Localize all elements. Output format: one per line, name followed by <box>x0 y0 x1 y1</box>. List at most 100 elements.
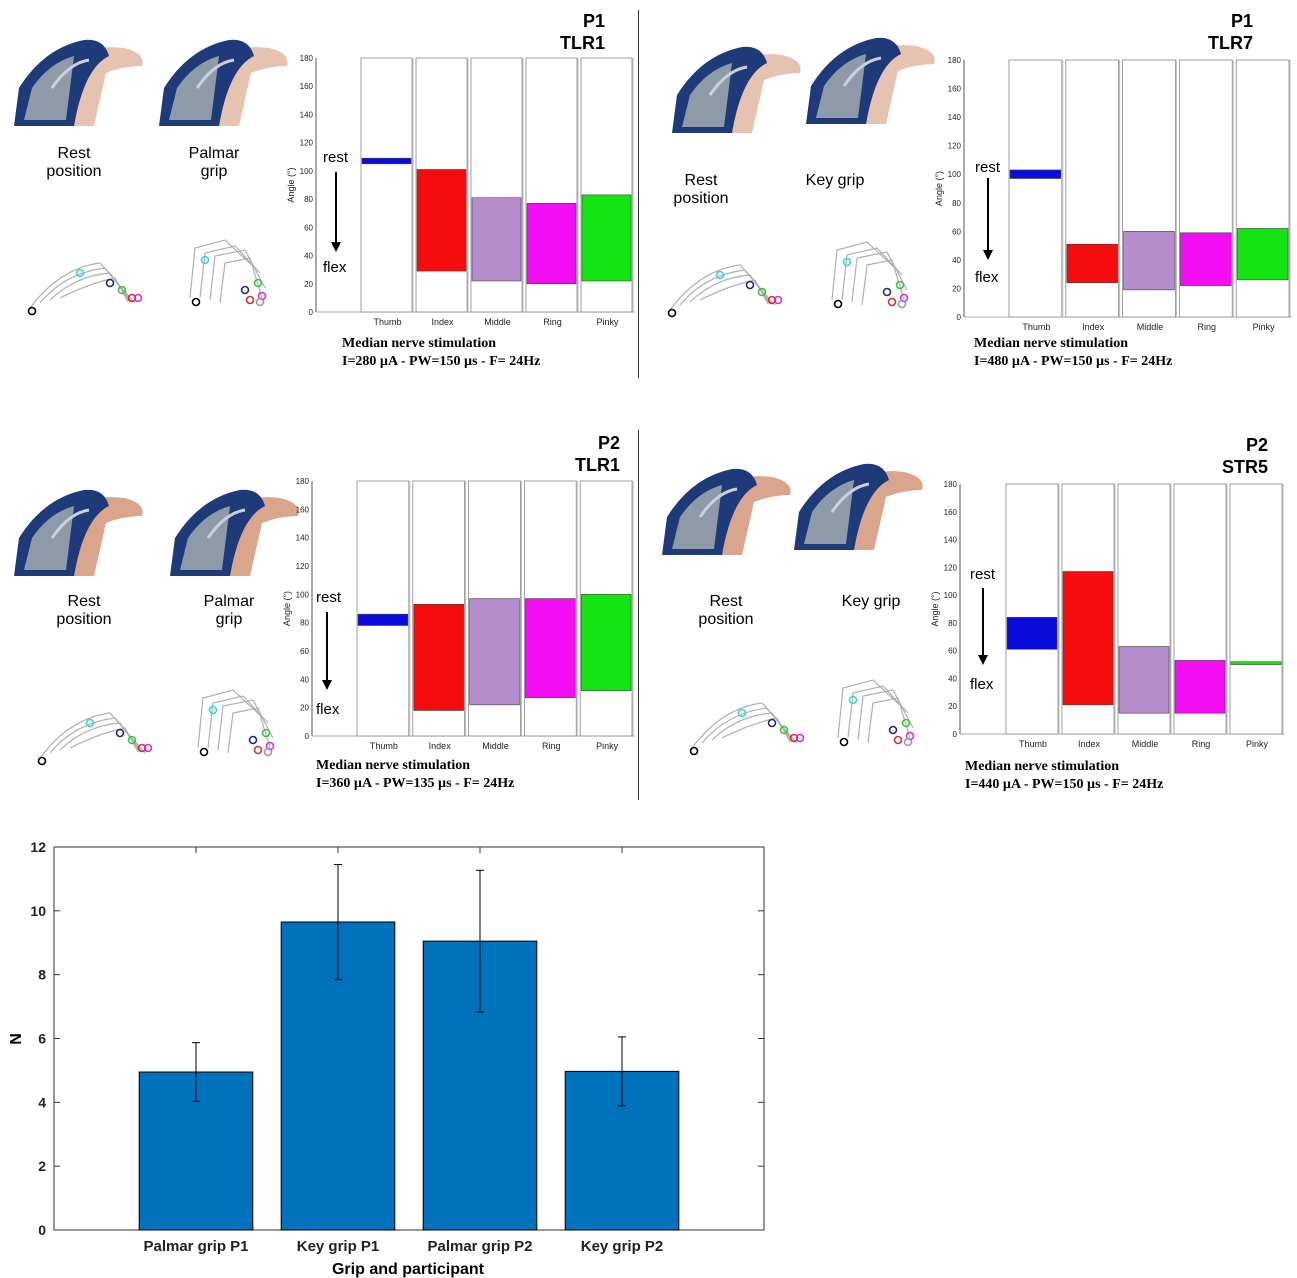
force-ytick-label: 10 <box>30 903 46 919</box>
panel-title: P1 TLR1 <box>485 10 605 54</box>
range-bar-pinky <box>581 194 632 282</box>
flex-arrow-icon <box>331 242 341 252</box>
angle-tick-label: 0 <box>305 732 310 741</box>
force-ytick-label: 4 <box>38 1094 46 1110</box>
flex-arrow-icon <box>983 250 993 260</box>
grip-photo <box>794 452 929 550</box>
finger-tick-label: Middle <box>482 741 509 751</box>
hand-photo-icon <box>672 46 801 133</box>
grip-photo <box>159 28 294 126</box>
angle-tick-label: 60 <box>952 227 961 236</box>
angle-axis-label: Angle (°) <box>930 591 940 626</box>
rest-photo <box>14 478 149 576</box>
force-bar <box>422 940 538 1231</box>
range-bar-pinky <box>1230 661 1282 665</box>
rest-photo <box>672 35 807 133</box>
flex-arrow-icon <box>322 680 332 690</box>
error-bar <box>476 869 484 1013</box>
participant-label: P2 <box>597 433 620 453</box>
finger-tick-label: Pinky <box>596 317 619 327</box>
stimulation-info: Median nerve stimulation I=440 µA - PW=15… <box>965 758 1265 794</box>
angle-tick-label: 80 <box>952 199 961 208</box>
angle-tick-label: 100 <box>296 590 310 599</box>
stim-params: I=280 µA - PW=150 µs - F= 24Hz <box>342 354 541 369</box>
angle-tick-label: 80 <box>304 195 313 204</box>
angle-tick-label: 0 <box>957 313 962 322</box>
hand-photo-icon <box>794 463 923 550</box>
range-bar-middle <box>1123 231 1175 291</box>
rest-position-caption: Rest position <box>56 593 112 628</box>
stimulation-info: Median nerve stimulation I=360 µA - PW=13… <box>316 757 616 793</box>
angle-tick-label: 40 <box>952 256 961 265</box>
range-bar-thumb <box>361 157 412 165</box>
participant-label: P2 <box>1245 435 1268 455</box>
angle-tick-label: 20 <box>304 280 313 289</box>
angle-tick-label: 20 <box>952 284 961 293</box>
hand-photo-icon <box>806 37 935 124</box>
rest-photo <box>662 457 797 555</box>
stim-title: Median nerve stimulation <box>974 336 1128 351</box>
range-bar-index <box>1066 243 1118 284</box>
stim-params: I=360 µA - PW=135 µs - F= 24Hz <box>316 776 515 791</box>
range-bar-index <box>1062 571 1114 706</box>
stim-params: I=480 µA - PW=150 µs - F= 24Hz <box>974 354 1173 369</box>
angle-tick-label: 60 <box>300 647 309 656</box>
electrode-label: TLR1 <box>575 455 620 475</box>
flex-arrow-icon <box>978 655 988 665</box>
rest-hand-skeleton <box>667 264 783 318</box>
hand-photo-icon <box>159 39 288 126</box>
rest-label: rest <box>975 159 1001 176</box>
grip-caption: Palmar grip <box>203 593 255 628</box>
angle-tick-label: 180 <box>948 56 962 65</box>
finger-tick-label: Index <box>429 741 452 751</box>
force-ytick-label: 2 <box>38 1158 46 1174</box>
range-bar-thumb <box>1006 617 1058 650</box>
angle-tick-label: 180 <box>944 480 958 489</box>
range-bar-ring <box>1174 660 1226 714</box>
grip-photo <box>806 26 941 124</box>
rest-position-caption: Rest position <box>46 145 102 180</box>
grip-hand-skeleton <box>831 241 909 309</box>
stim-title: Median nerve stimulation <box>316 758 470 773</box>
finger-tick-label: Thumb <box>373 317 401 327</box>
range-bar-middle <box>1118 646 1170 714</box>
finger-tick-label: Ring <box>543 317 562 327</box>
force-ytick-label: 8 <box>38 967 46 983</box>
participant-label: P1 <box>1230 11 1253 31</box>
grip-caption: Palmar grip <box>188 145 240 180</box>
finger-tick-label: Thumb <box>1019 739 1047 749</box>
participant-label: P1 <box>582 11 605 31</box>
angle-tick-label: 160 <box>300 82 314 91</box>
finger-tick-label: Thumb <box>1022 322 1050 332</box>
panel-title: P2 TLR1 <box>500 432 620 476</box>
range-bar-thumb <box>357 613 409 626</box>
force-xlabel: Grip and participant <box>332 1261 485 1278</box>
force-category-label: Key grip P2 <box>581 1238 664 1255</box>
rest-label: rest <box>970 566 996 583</box>
angle-tick-label: 120 <box>300 139 314 148</box>
vertical-divider-middle <box>638 430 639 800</box>
force-category-label: Palmar grip P2 <box>427 1238 532 1255</box>
angle-tick-label: 100 <box>300 167 314 176</box>
panel-title: P2 STR5 <box>1148 434 1268 478</box>
panel-title: P1 TLR7 <box>1133 10 1253 54</box>
flex-label: flex <box>316 701 340 718</box>
flex-label: flex <box>975 269 999 286</box>
grip-photo <box>170 478 305 576</box>
rest-photo <box>14 28 149 126</box>
range-bar-pinky <box>1236 228 1289 281</box>
range-bar-index <box>413 603 464 711</box>
rest-position-caption: Rest position <box>698 593 754 628</box>
angle-tick-label: 80 <box>948 619 957 628</box>
stim-title: Median nerve stimulation <box>965 759 1119 774</box>
angle-tick-label: 60 <box>304 223 313 232</box>
range-bar-pinky <box>580 594 632 691</box>
angle-tick-label: 100 <box>944 591 958 600</box>
error-bar <box>334 864 342 980</box>
angle-tick-label: 140 <box>948 113 962 122</box>
finger-tick-label: Index <box>431 317 454 327</box>
electrode-label: TLR1 <box>560 33 605 53</box>
range-bar-ring <box>526 203 577 285</box>
finger-tick-label: Ring <box>1192 739 1211 749</box>
angle-tick-label: 140 <box>300 110 314 119</box>
